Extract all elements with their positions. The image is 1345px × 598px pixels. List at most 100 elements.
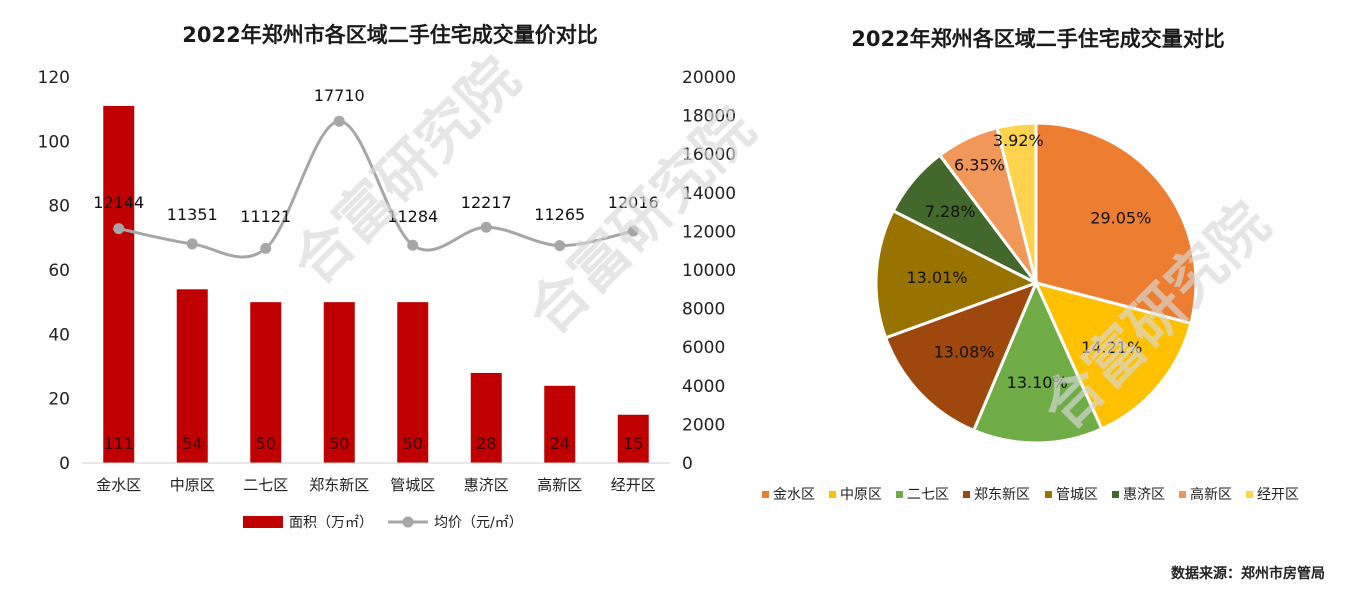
y-left-tick: 120 <box>38 68 70 88</box>
y-right-tick: 14000 <box>682 184 736 204</box>
pie-legend-swatch <box>1179 491 1186 498</box>
legend-swatch-area <box>243 516 283 528</box>
x-category-label: 中原区 <box>170 476 215 494</box>
pie-legend-swatch <box>963 491 970 498</box>
combo-chart-title: 2022年郑州市各区域二手住宅成交量价对比 <box>182 23 597 47</box>
y-right-tick: 16000 <box>682 145 736 165</box>
y-right-tick: 4000 <box>682 377 725 397</box>
pie-legend-label: 惠济区 <box>1123 487 1165 503</box>
x-category-label: 管城区 <box>390 476 435 494</box>
pie-slice-金水区 <box>1034 121 1198 326</box>
bar-高新区 <box>544 385 576 463</box>
price-value-label: 12144 <box>93 193 144 212</box>
pie-legend-label: 郑东新区 <box>974 487 1030 503</box>
pie-legend-swatch <box>1246 491 1253 498</box>
bar-value-label: 50 <box>329 434 349 453</box>
price-value-label: 12217 <box>461 193 512 212</box>
pie-group: 29.05% 14.21% 13.10% 13.08% 13.01% 7.28% 6.35%… <box>874 121 1198 445</box>
y-left-tick: 20 <box>48 390 70 410</box>
combo-bars-group: 111 54 50 50 50 28 24 15 <box>103 105 649 463</box>
pie-slice-经开区 <box>995 121 1038 284</box>
y-left-tick: 100 <box>38 132 70 152</box>
bar-value-label: 15 <box>623 434 643 453</box>
bar-value-label: 50 <box>256 434 276 453</box>
price-point-二七区 <box>260 242 272 254</box>
combo-axes-group: 0 20 40 60 80 100 120 0 2000 4000 6000 8000 10000 120… <box>38 68 737 494</box>
y-right-tick: 10000 <box>682 261 736 281</box>
x-category-label: 经开区 <box>611 476 656 494</box>
pie-slice-二七区 <box>971 279 1104 445</box>
pie-legend-label: 高新区 <box>1190 486 1232 503</box>
price-point-惠济区 <box>480 221 492 233</box>
combo-legend: 面积（万㎡） 均价（元/㎡） <box>243 515 523 531</box>
combo-line-group: 12144 11351 11121 17710 11284 12217 11265 12016 <box>93 86 659 259</box>
bar-金水区 <box>103 105 135 463</box>
price-point-中原区 <box>186 238 198 250</box>
x-category-label: 二七区 <box>243 476 288 494</box>
pie-legend: 金水区 中原区 二七区 郑东新区 管城区 惠济区 高新区 经开区 <box>762 486 1299 503</box>
price-value-label: 17710 <box>314 86 365 105</box>
bar-value-label: 111 <box>103 434 134 453</box>
pie-slice-管城区 <box>874 208 1040 340</box>
legend-marker-price <box>402 516 414 528</box>
legend-label-area: 面积（万㎡） <box>289 515 373 531</box>
legend-label-price: 均价（元/㎡） <box>434 515 523 531</box>
x-category-label: 高新区 <box>537 476 582 494</box>
price-value-label: 11265 <box>534 205 585 224</box>
pie-slice-label: 13.01% <box>906 268 967 287</box>
y-right-tick: 6000 <box>682 338 725 358</box>
bar-value-label: 54 <box>182 434 202 453</box>
pie-slice-label: 7.28% <box>925 202 976 221</box>
pie-chart-title: 2022年郑州各区域二手住宅成交量对比 <box>851 27 1224 51</box>
x-category-label: 惠济区 <box>464 476 509 494</box>
bar-value-label: 50 <box>403 434 423 453</box>
pie-slice-label: 6.35% <box>954 156 1005 175</box>
y-left-tick: 80 <box>48 197 70 217</box>
price-value-label: 11284 <box>387 207 438 226</box>
pie-legend-label: 中原区 <box>840 487 882 503</box>
bar-郑东新区 <box>323 302 355 463</box>
pie-slice-label: 13.10% <box>1007 373 1068 392</box>
price-point-管城区 <box>407 239 419 251</box>
price-point-经开区 <box>627 225 639 237</box>
bar-管城区 <box>397 302 429 463</box>
bar-value-label: 28 <box>476 434 496 453</box>
x-category-label: 郑东新区 <box>309 476 369 494</box>
bar-二七区 <box>250 302 282 463</box>
pie-legend-swatch <box>762 491 769 498</box>
pie-slice-label: 29.05% <box>1090 208 1151 227</box>
price-point-金水区 <box>113 223 125 235</box>
pie-legend-label: 二七区 <box>907 487 949 503</box>
pie-legend-swatch <box>1045 491 1052 498</box>
pie-legend-label: 管城区 <box>1056 487 1098 503</box>
price-line <box>118 119 634 259</box>
y-left-tick: 0 <box>59 454 70 474</box>
pie-legend-swatch <box>829 491 836 498</box>
pie-legend-label: 金水区 <box>773 487 815 503</box>
price-value-label: 11121 <box>240 207 291 226</box>
y-left-tick: 60 <box>48 261 70 281</box>
pie-legend-swatch <box>1112 491 1119 498</box>
pie-legend-label: 经开区 <box>1257 487 1299 503</box>
price-point-郑东新区 <box>333 115 345 127</box>
bar-惠济区 <box>470 372 502 463</box>
pie-slice-label: 13.08% <box>934 342 995 361</box>
pie-slice-中原区 <box>1033 280 1193 431</box>
x-category-label: 金水区 <box>96 476 141 494</box>
bar-value-label: 24 <box>550 434 570 453</box>
y-right-tick: 12000 <box>682 222 736 242</box>
pie-slice-郑东新区 <box>883 280 1039 433</box>
bar-经开区 <box>617 414 649 463</box>
y-right-tick: 18000 <box>682 107 736 127</box>
pie-slice-label: 14.21% <box>1081 338 1142 357</box>
price-point-高新区 <box>554 240 566 252</box>
price-value-label: 12016 <box>608 193 659 212</box>
y-right-tick: 20000 <box>682 68 736 88</box>
y-right-tick: 2000 <box>682 415 725 435</box>
pie-slice-label: 3.92% <box>993 131 1044 150</box>
watermark-text: 合富研究院 <box>279 44 532 297</box>
y-right-tick: 8000 <box>682 300 725 320</box>
y-right-tick: 0 <box>682 454 693 474</box>
bar-中原区 <box>176 289 208 463</box>
